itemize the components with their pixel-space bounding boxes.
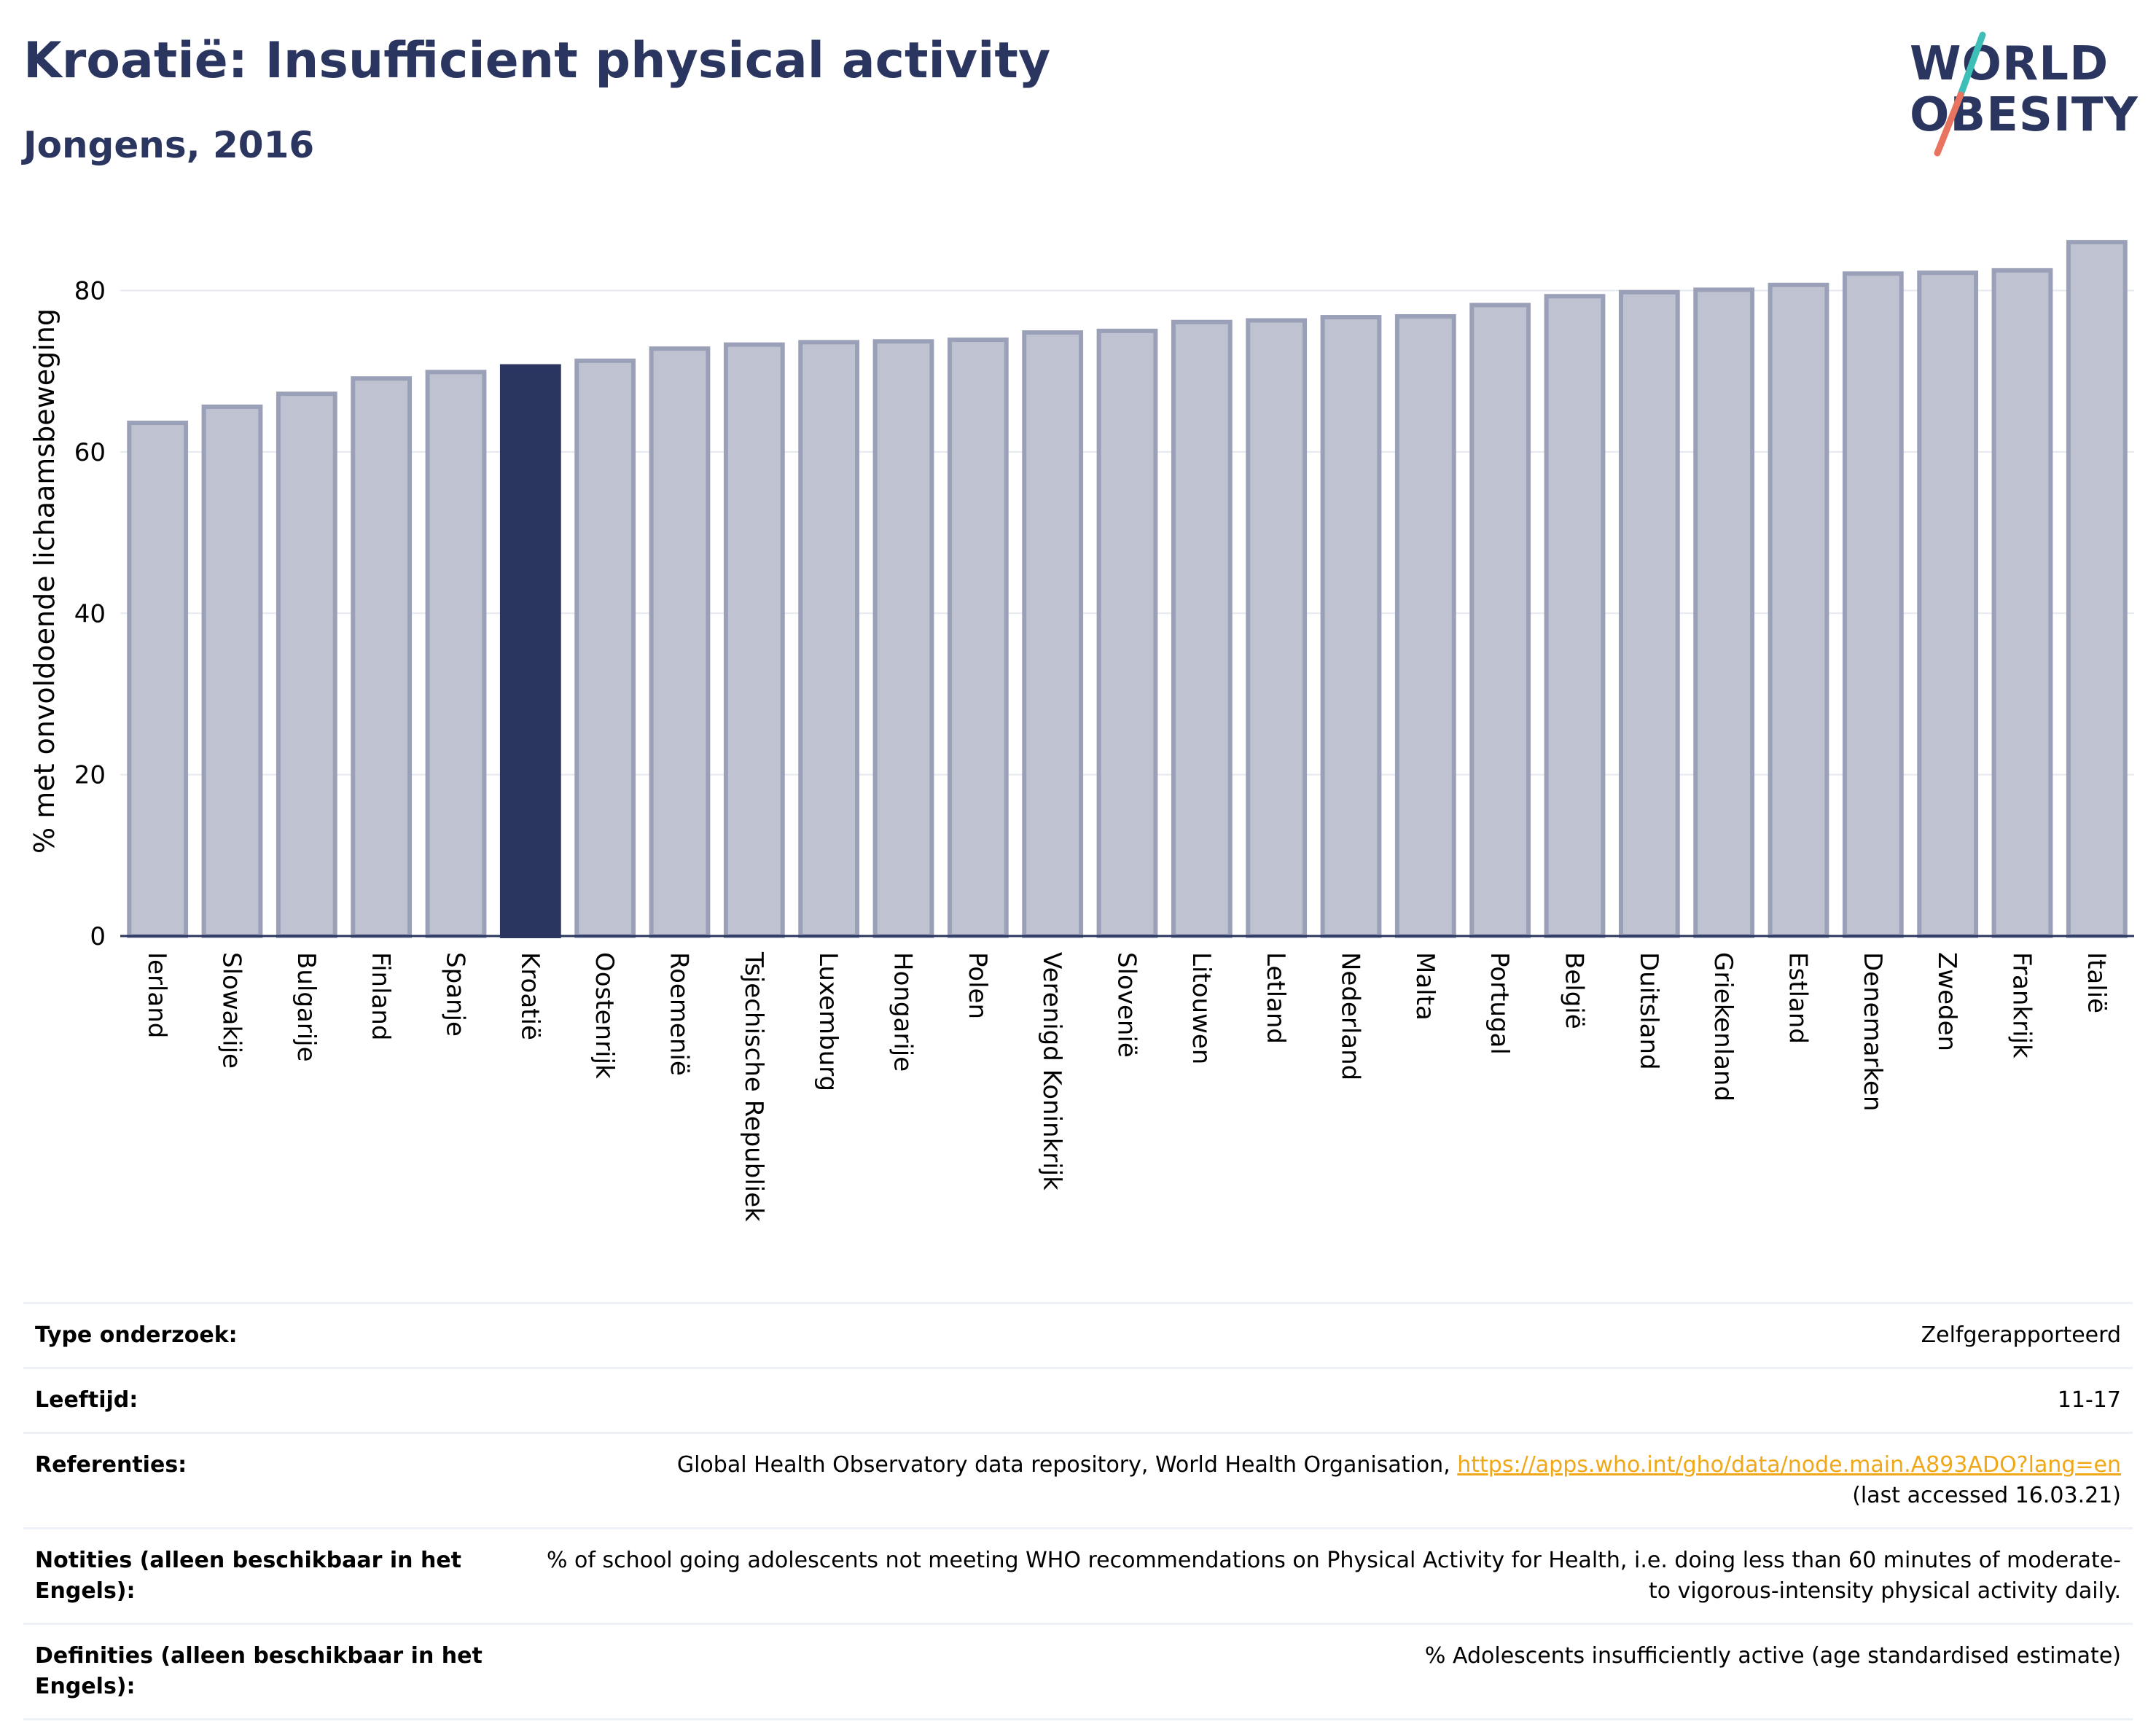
bar-ierland [127, 421, 189, 938]
bar-spanje [425, 370, 487, 938]
x-tick-label: Slovenië [1112, 952, 1141, 1058]
details-key: Type onderzoek: [23, 1302, 513, 1368]
y-tick-label: 60 [74, 438, 106, 467]
details-value: 11-17 [513, 1367, 2133, 1433]
bar-malta [1394, 313, 1456, 939]
bar-verenigd-koninkrijk [1022, 330, 1084, 939]
y-tick-label: 40 [74, 599, 106, 628]
y-tick-label: 80 [74, 277, 106, 306]
bar-italië [2066, 240, 2128, 939]
x-tick-label: Duitsland [1634, 952, 1663, 1070]
y-tick-label: 20 [74, 761, 106, 790]
x-tick-label: Litouwen [1187, 952, 1216, 1064]
bar-kroatië [499, 364, 561, 938]
x-tick-label: Verenigd Koninkrijk [1037, 952, 1066, 1190]
x-tick-label: Spanje [441, 952, 470, 1037]
reference-text: Global Health Observatory data repositor… [676, 1452, 1458, 1478]
x-tick-label: Luxemburg [813, 952, 843, 1091]
details-key: Notities (alleen beschikbaar in het Enge… [23, 1527, 513, 1624]
y-axis-label: % met onvoldoende lichaamsbeweging [28, 308, 60, 854]
details-value: % Adolescents insufficiently active (age… [513, 1623, 2133, 1720]
bar-frankrijk [1991, 268, 2053, 938]
x-tick-label: Zweden [1932, 952, 1961, 1051]
x-tick-label: Oostenrijk [590, 952, 619, 1079]
details-table: Type onderzoek: Zelfgerapporteerd Leefti… [23, 1302, 2133, 1720]
x-tick-label: Finland [366, 952, 395, 1041]
bar-zweden [1917, 270, 1979, 939]
bar-denemarken [1842, 271, 1904, 939]
bar-finland [351, 376, 413, 938]
bar-duitsland [1618, 289, 1680, 938]
details-value: Zelfgerapporteerd [513, 1302, 2133, 1368]
details-value: Global Health Observatory data repositor… [513, 1432, 2133, 1529]
details-key: Definities (alleen beschikbaar in het En… [23, 1623, 513, 1720]
logo-slash-icon [1934, 31, 1986, 157]
x-tick-label: Tsjechische Republiek [739, 951, 768, 1222]
bar-litouwen [1171, 319, 1233, 938]
x-tick-label: Letland [1261, 952, 1290, 1044]
bar-belgië [1544, 294, 1606, 939]
bar-griekenland [1693, 287, 1755, 938]
x-tick-label: België [1560, 952, 1589, 1029]
reference-accessed: (last accessed 16.03.21) [1852, 1483, 2121, 1508]
details-row-age: Leeftijd: 11-17 [23, 1367, 2133, 1433]
x-tick-label: Kroatië [515, 952, 544, 1040]
x-tick-label: Hongarije [888, 952, 918, 1072]
bar-tsjechische-republiek [723, 342, 785, 938]
x-tick-label: Nederland [1336, 952, 1365, 1080]
x-tick-label: Slowakije [217, 952, 246, 1069]
bar-nederland [1320, 315, 1382, 939]
bar-slowakije [201, 404, 263, 939]
details-row-notes: Notities (alleen beschikbaar in het Enge… [23, 1527, 2133, 1624]
bar-roemenië [649, 346, 711, 938]
x-tick-label: Denemarken [1858, 952, 1887, 1111]
x-tick-label: Portugal [1485, 952, 1514, 1055]
y-tick-label: 0 [90, 922, 106, 951]
details-row-definitions: Definities (alleen beschikbaar in het En… [23, 1623, 2133, 1720]
bar-slovenië [1096, 328, 1158, 939]
world-obesity-logo: WORLD OBESITY [1895, 29, 2138, 160]
x-tick-label: Ierland [142, 952, 171, 1038]
details-row-references: Referenties: Global Health Observatory d… [23, 1432, 2133, 1529]
details-row-type: Type onderzoek: Zelfgerapporteerd [23, 1302, 2133, 1368]
bar-oostenrijk [574, 358, 636, 939]
bar-polen [947, 338, 1009, 939]
bar-luxemburg [798, 340, 860, 938]
bar-bulgarije [276, 391, 337, 938]
chart-subtitle: Jongens, 2016 [23, 124, 315, 166]
x-tick-label: Estland [1784, 952, 1813, 1044]
details-key: Leeftijd: [23, 1367, 513, 1433]
bar-letland [1246, 318, 1308, 938]
bar-estland [1768, 282, 1829, 938]
x-tick-label: Frankrijk [2007, 952, 2036, 1058]
chart-title: Kroatië: Insufficient physical activity [23, 32, 1051, 90]
x-tick-label: Italië [2082, 952, 2111, 1013]
details-key: Referenties: [23, 1432, 513, 1529]
x-tick-label: Bulgarije [292, 952, 321, 1062]
x-tick-label: Malta [1410, 952, 1440, 1021]
x-tick-label: Roemenië [665, 952, 694, 1076]
x-tick-label: Polen [963, 952, 992, 1019]
x-tick-label: Griekenland [1708, 952, 1738, 1102]
details-value: % of school going adolescents not meetin… [513, 1527, 2133, 1624]
bar-portugal [1469, 303, 1531, 938]
logo-line-1: WORLD [1910, 37, 2109, 91]
reference-link[interactable]: https://apps.who.int/gho/data/node.main.… [1457, 1452, 2121, 1478]
bar-hongarije [872, 339, 934, 938]
bar-chart: 0 20 40 60 80 % met onvoldoende lichaamsbeweg… [28, 240, 2134, 1222]
